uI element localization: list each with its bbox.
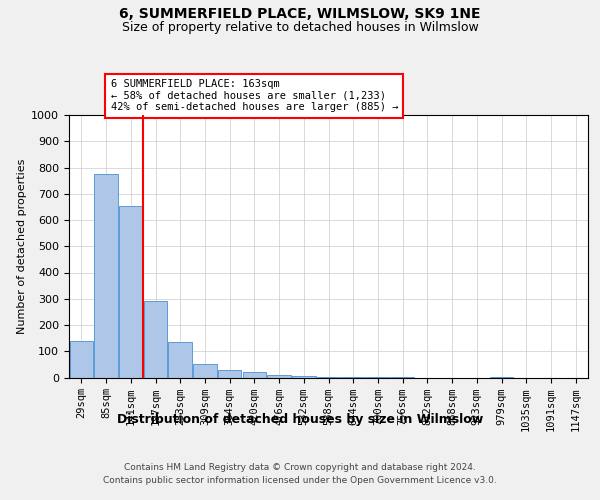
Bar [317, 376, 340, 378]
Bar [144, 302, 167, 378]
Bar [119, 206, 143, 378]
Bar [94, 174, 118, 378]
Bar [70, 341, 93, 378]
Text: Distribution of detached houses by size in Wilmslow: Distribution of detached houses by size … [117, 412, 483, 426]
Bar [292, 376, 316, 378]
Bar [169, 342, 192, 378]
Text: Contains public sector information licensed under the Open Government Licence v3: Contains public sector information licen… [103, 476, 497, 485]
Bar [193, 364, 217, 378]
Bar [218, 370, 241, 378]
Text: 6 SUMMERFIELD PLACE: 163sqm
← 58% of detached houses are smaller (1,233)
42% of : 6 SUMMERFIELD PLACE: 163sqm ← 58% of det… [110, 79, 398, 112]
Text: Contains HM Land Registry data © Crown copyright and database right 2024.: Contains HM Land Registry data © Crown c… [124, 462, 476, 471]
Bar [341, 377, 365, 378]
Y-axis label: Number of detached properties: Number of detached properties [17, 158, 27, 334]
Text: Size of property relative to detached houses in Wilmslow: Size of property relative to detached ho… [122, 21, 478, 34]
Text: 6, SUMMERFIELD PLACE, WILMSLOW, SK9 1NE: 6, SUMMERFIELD PLACE, WILMSLOW, SK9 1NE [119, 8, 481, 22]
Bar [268, 375, 291, 378]
Bar [242, 372, 266, 378]
